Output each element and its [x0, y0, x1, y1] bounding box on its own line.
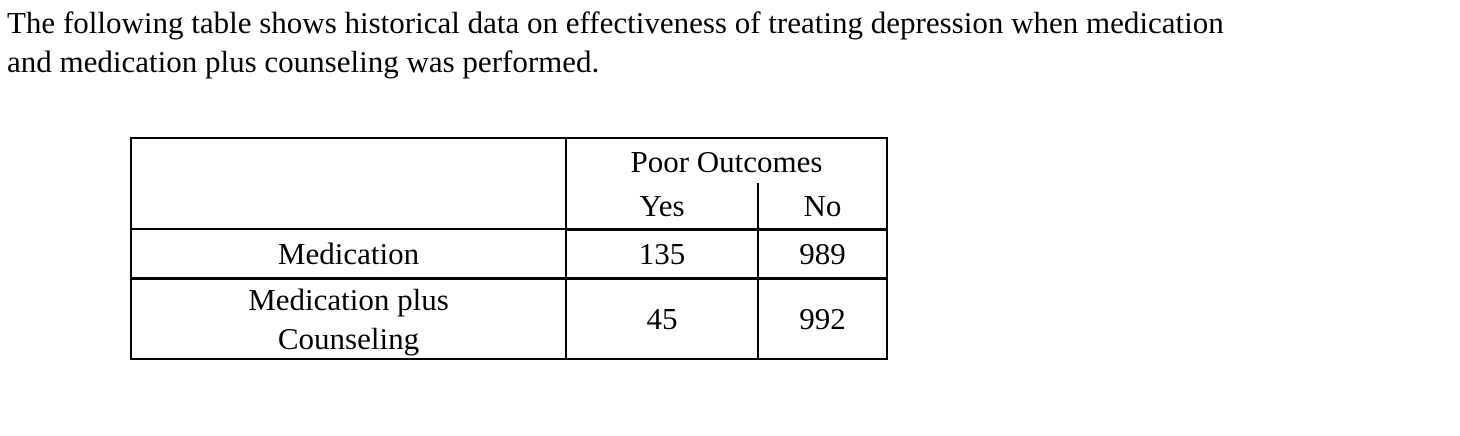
cell-medication-plus-counseling-yes: 45 — [565, 277, 759, 360]
table-row-medication: Medication 135 989 — [130, 228, 888, 280]
group-header-poor-outcomes: Poor Outcomes — [565, 137, 888, 184]
problem-statement-text: The following table shows historical dat… — [7, 5, 1224, 79]
table-row-medication-plus-counseling: Medication plus Counseling 45 992 — [130, 277, 888, 360]
table-row-group-header: Poor Outcomes — [130, 137, 888, 230]
cell-medication-yes: 135 — [565, 228, 759, 280]
row-label-medication-plus-counseling: Medication plus Counseling — [130, 277, 567, 360]
column-header-yes: Yes — [565, 183, 759, 231]
table-row-column-headers: Yes No — [131, 183, 888, 231]
cell-medication-plus-counseling-no: 992 — [757, 277, 888, 360]
cell-medication-no: 989 — [757, 228, 888, 280]
row-label-medication: Medication — [130, 228, 567, 280]
corner-empty-cell — [130, 137, 567, 230]
column-header-no: No — [757, 183, 888, 231]
outcomes-table: Poor Outcomes Yes No Medication 135 989 … — [130, 137, 888, 360]
